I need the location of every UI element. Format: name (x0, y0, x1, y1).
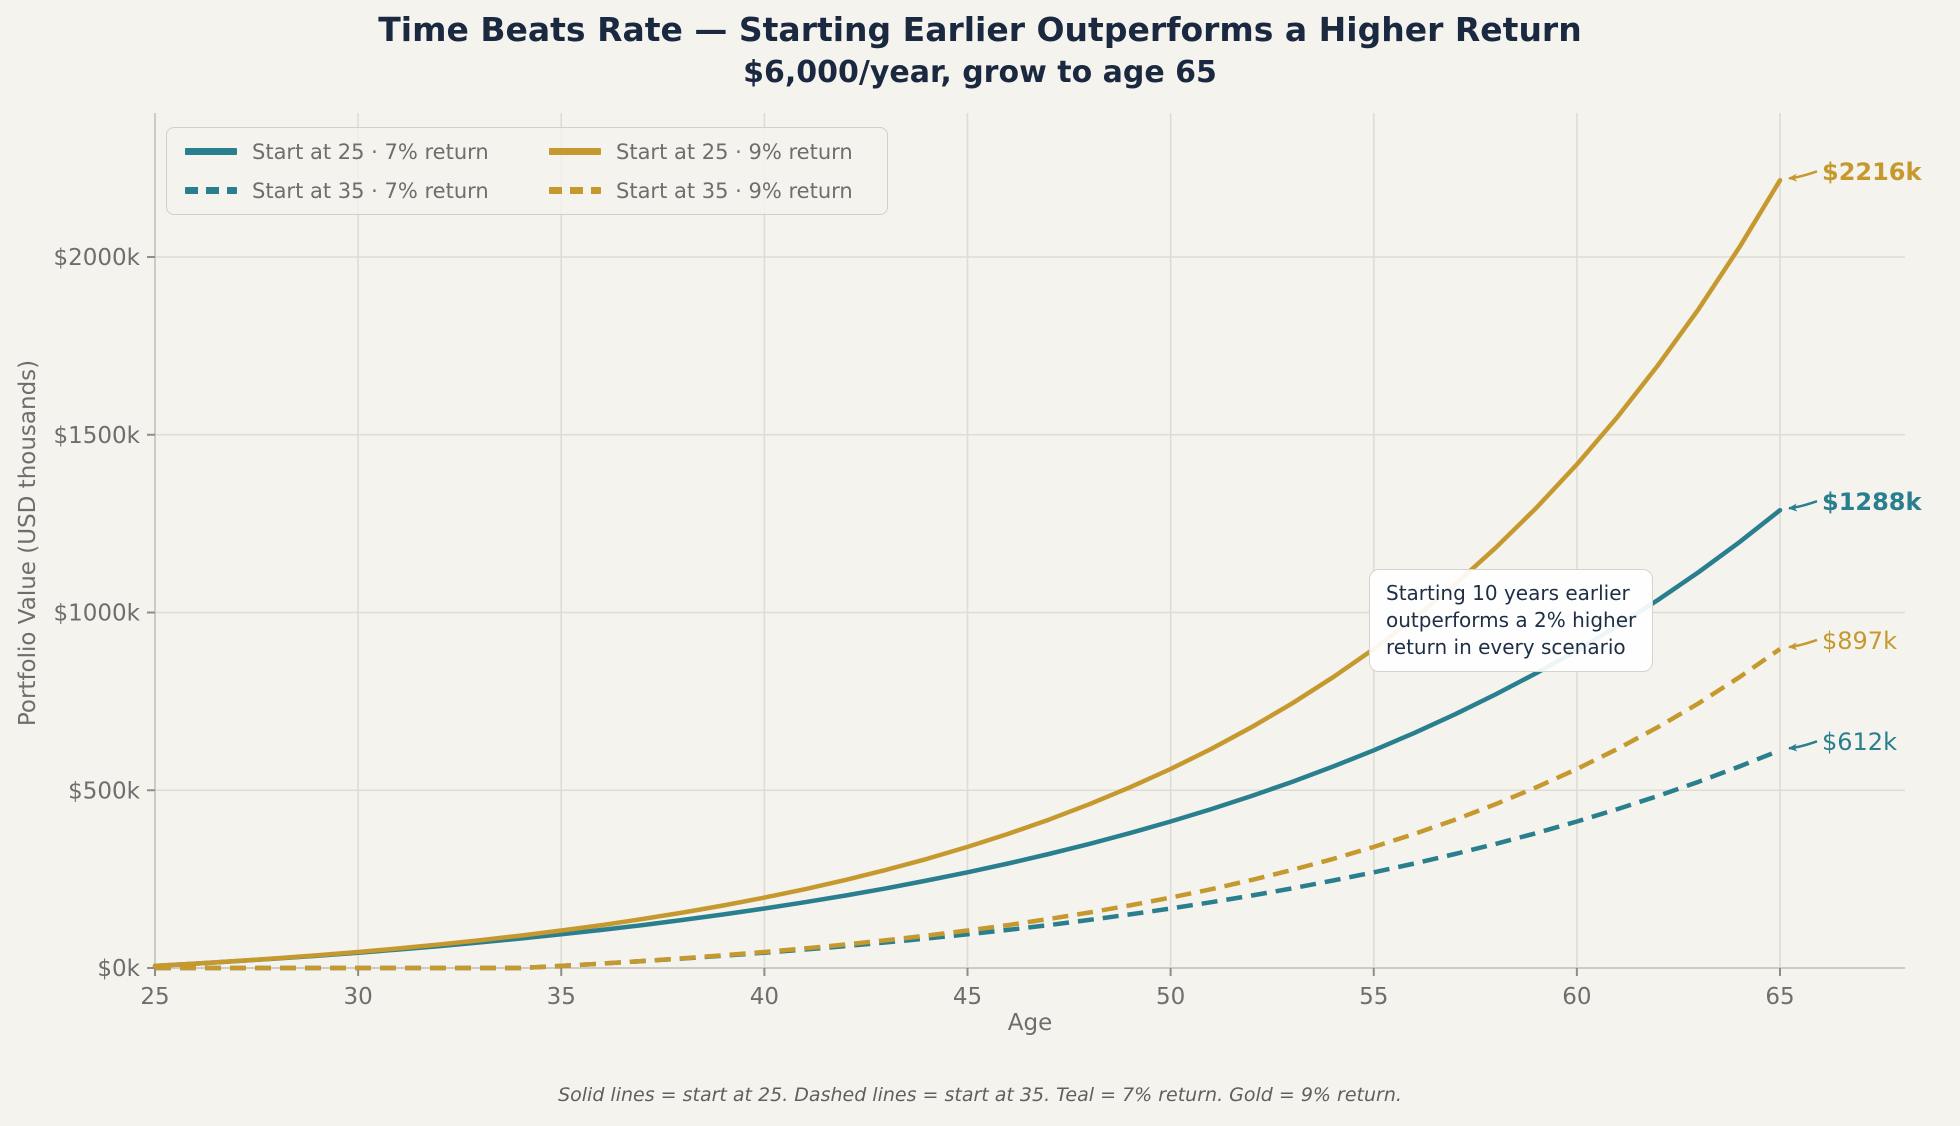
annotation-box: Starting 10 years earlier outperforms a … (1369, 569, 1654, 672)
legend-label: Start at 25 · 9% return (616, 139, 853, 164)
end-value-label-gold-solid: $2216k (1822, 158, 1922, 187)
y-axis-label: Portfolio Value (USD thousands) (15, 359, 41, 727)
end-value-label-teal-solid: $1288k (1822, 488, 1922, 517)
legend-item-start25-9pct: Start at 25 · 9% return (549, 140, 869, 164)
legend-item-start25-7pct: Start at 25 · 7% return (185, 140, 505, 164)
series-line-3 (155, 647, 1782, 971)
x-tick-label: 55 (1359, 984, 1388, 1010)
x-tick-label: 45 (953, 984, 982, 1010)
chart-title: Time Beats Rate — Starting Earlier Outpe… (378, 10, 1582, 49)
legend-swatch-teal-dashed (185, 187, 237, 194)
x-tick-label: 40 (750, 984, 779, 1010)
end-value-label-gold-dashed: $897k (1822, 626, 1897, 655)
end-label-arrow-0 (1788, 500, 1818, 512)
legend-label: Start at 35 · 7% return (252, 178, 489, 203)
end-label-arrow-3 (1788, 638, 1818, 651)
y-tick-label: $1500k (54, 423, 141, 449)
legend-swatch-gold-dashed (549, 187, 601, 194)
x-tick-label: 60 (1562, 984, 1591, 1010)
legend-swatch-gold-solid (549, 148, 601, 155)
y-tick-label: $0k (97, 956, 140, 982)
x-tick-label: 25 (140, 984, 169, 1010)
end-label-arrow-1 (1788, 740, 1818, 752)
legend-label: Start at 25 · 7% return (252, 139, 489, 164)
legend-swatch-teal-solid (185, 148, 237, 155)
x-tick-label: 50 (1156, 984, 1185, 1010)
x-tick-label: 35 (547, 984, 576, 1010)
x-tick-label: 65 (1765, 984, 1794, 1010)
x-tick-label: 30 (343, 984, 372, 1010)
y-tick-label: $2000k (54, 245, 141, 271)
legend-label: Start at 35 · 9% return (616, 178, 853, 203)
legend-item-start35-7pct: Start at 35 · 7% return (185, 179, 505, 203)
end-value-label-teal-dashed: $612k (1822, 728, 1897, 757)
chart-subtitle: $6,000/year, grow to age 65 (743, 55, 1217, 90)
footnote: Solid lines = start at 25. Dashed lines … (558, 1084, 1402, 1106)
legend-item-start35-9pct: Start at 35 · 9% return (549, 179, 869, 203)
x-axis-label: Age (1007, 1010, 1053, 1036)
y-tick-label: $1000k (54, 601, 141, 627)
series-line-1 (155, 748, 1781, 971)
end-label-arrow-2 (1788, 170, 1818, 182)
legend: Start at 25 · 7% return Start at 35 · 7%… (166, 127, 888, 215)
series-line-2 (152, 178, 1783, 969)
y-tick-label: $500k (68, 778, 141, 804)
